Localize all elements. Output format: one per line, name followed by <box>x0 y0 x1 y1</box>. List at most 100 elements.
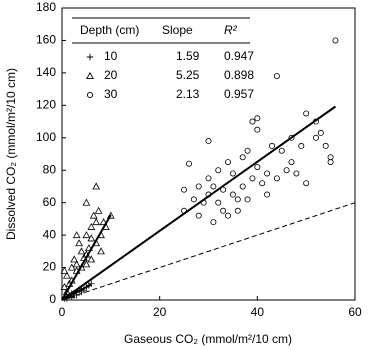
data-point <box>254 126 261 133</box>
data-point <box>229 170 236 177</box>
data-point <box>273 175 280 182</box>
table-slope: 2.13 <box>176 87 200 101</box>
data-point <box>293 170 300 177</box>
data-point <box>229 191 236 198</box>
data-point <box>205 138 212 144</box>
data-point <box>234 196 241 203</box>
table-r2: 0.957 <box>224 87 254 101</box>
plot-frame <box>61 7 356 301</box>
data-point <box>239 183 246 190</box>
data-point <box>215 167 222 174</box>
data-point <box>303 110 310 117</box>
data-point <box>322 142 329 149</box>
data-point <box>249 175 256 182</box>
x-tick-label: 40 <box>251 305 265 319</box>
table-depth: 30 <box>104 87 118 101</box>
y-tick-label: 20 <box>43 260 57 274</box>
data-point <box>254 115 261 122</box>
data-point <box>298 142 305 149</box>
data-point <box>210 219 217 226</box>
data-point <box>63 271 71 279</box>
data-point <box>317 129 324 136</box>
data-point <box>225 212 232 219</box>
regression-line <box>61 214 112 301</box>
data-point <box>283 167 290 174</box>
data-point <box>63 287 71 295</box>
data-point <box>94 206 103 214</box>
table-header: R² <box>224 23 238 37</box>
data-point <box>77 247 86 255</box>
data-point <box>75 239 83 247</box>
data-point <box>87 255 96 263</box>
y-tick-label: 160 <box>36 33 56 47</box>
data-point <box>60 266 69 274</box>
data-point <box>82 231 91 239</box>
data-point <box>72 231 81 239</box>
data-point <box>190 196 197 203</box>
data-point <box>195 183 202 190</box>
y-tick-label: 0 <box>49 292 56 306</box>
data-point <box>99 218 108 226</box>
data-point <box>205 175 212 182</box>
y-tick-label: 80 <box>43 162 57 176</box>
data-point <box>87 234 96 242</box>
data-point <box>264 170 271 177</box>
data-point <box>92 182 101 190</box>
data-point <box>312 134 319 141</box>
x-tick-label: 60 <box>348 305 362 319</box>
data-point <box>70 255 79 263</box>
data-point <box>312 118 319 125</box>
table-header: Depth (cm) <box>80 23 139 37</box>
data-point <box>89 211 98 219</box>
y-tick-label: 120 <box>36 98 56 112</box>
x-tick-label: 20 <box>153 305 167 319</box>
data-point <box>288 159 295 166</box>
data-point <box>273 73 280 80</box>
data-point <box>92 218 101 226</box>
legend-marker <box>86 71 94 80</box>
data-point <box>332 37 339 44</box>
table-r2: 0.947 <box>224 49 254 63</box>
y-tick-label: 60 <box>43 195 57 209</box>
data-point <box>264 191 271 198</box>
regression-line <box>61 105 337 301</box>
table-slope: 5.25 <box>176 68 200 82</box>
data-point <box>249 118 256 125</box>
legend-marker <box>86 53 94 61</box>
y-tick-label: 180 <box>36 0 56 14</box>
y-tick-label: 100 <box>36 130 56 144</box>
data-point <box>327 159 334 166</box>
data-point <box>244 147 251 154</box>
data-point <box>97 247 105 255</box>
data-point <box>220 207 227 214</box>
data-point <box>210 183 217 190</box>
data-point <box>195 212 202 219</box>
data-point <box>234 207 241 214</box>
x-axis-label: Gaseous CO₂ (mmol/m²/10 cm) <box>124 332 292 346</box>
table-header: Slope <box>162 23 193 37</box>
y-axis-label: Dissolved CO₂ (mmol/m²/10 cm) <box>4 68 18 240</box>
data-point <box>106 211 115 219</box>
data-point <box>327 154 334 161</box>
data-point <box>239 154 246 161</box>
legend-marker <box>86 92 94 98</box>
table-r2: 0.898 <box>224 68 254 82</box>
one-to-one-line <box>61 202 356 301</box>
data-point <box>82 260 91 268</box>
data-point <box>278 147 285 154</box>
data-point <box>225 159 232 166</box>
data-point <box>254 164 261 170</box>
data-point <box>244 196 251 203</box>
data-point <box>303 180 310 187</box>
data-point <box>87 222 96 230</box>
data-point <box>84 244 93 252</box>
table-depth: 10 <box>104 49 118 63</box>
table-depth: 20 <box>104 68 118 82</box>
table-slope: 1.59 <box>176 49 200 63</box>
data-point <box>268 142 275 149</box>
data-point <box>259 180 266 187</box>
data-point <box>215 199 222 206</box>
x-tick-label: 0 <box>59 305 66 319</box>
